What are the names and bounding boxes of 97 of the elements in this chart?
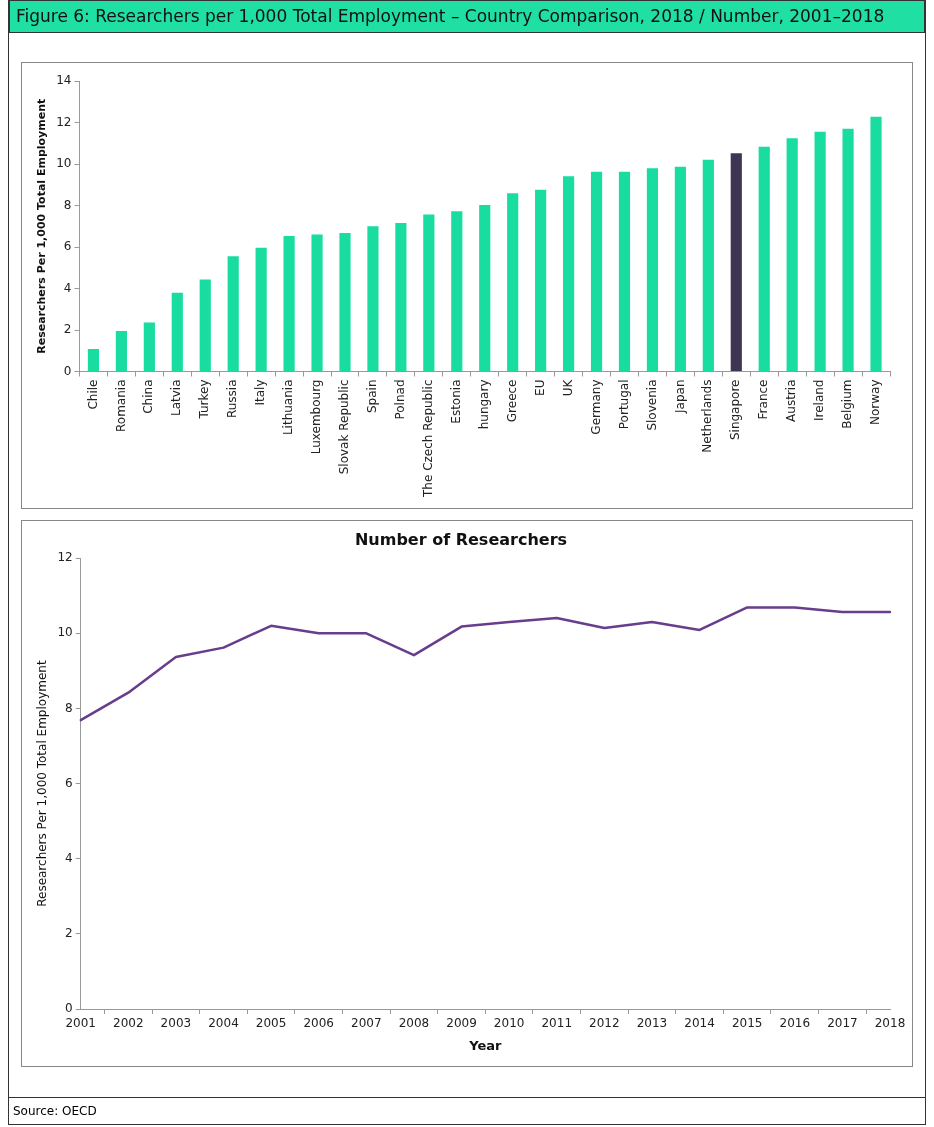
bar	[423, 214, 435, 371]
x-tick-label: 2007	[351, 1016, 382, 1031]
chart-title: Number of Researchers	[354, 529, 568, 549]
y-tick-label: 10	[56, 156, 72, 171]
x-tick-label: Spain	[365, 379, 380, 414]
bar	[674, 166, 686, 371]
x-tick-label: 2008	[398, 1016, 430, 1031]
x-tick-label: Chile	[85, 379, 100, 410]
x-tick-label: 2013	[636, 1016, 668, 1031]
x-tick-label: 2006	[303, 1016, 334, 1031]
x-tick-label: 2003	[160, 1016, 192, 1031]
bar	[702, 159, 714, 371]
x-tick-label: Belgium	[840, 379, 855, 429]
bar	[618, 171, 631, 371]
x-tick-label: Luxembourg	[309, 379, 324, 455]
bar	[730, 153, 742, 371]
bar	[367, 226, 379, 371]
bar	[870, 116, 882, 371]
x-tick-label: 2014	[684, 1016, 715, 1031]
bar	[814, 131, 826, 371]
bar	[786, 138, 798, 371]
bar	[507, 193, 519, 371]
x-tick-label: 2015	[731, 1016, 763, 1031]
y-tick-label: 2	[65, 925, 73, 940]
bar	[283, 236, 295, 371]
bar	[115, 331, 127, 371]
y-tick-label: 12	[56, 114, 72, 129]
x-tick-label: France	[756, 379, 771, 420]
x-tick-label: 2011	[541, 1016, 573, 1031]
bar	[479, 204, 491, 371]
x-tick-label: Germany	[588, 379, 603, 435]
x-tick-label: 2009	[446, 1016, 477, 1031]
bar	[199, 279, 211, 371]
y-tick-label: 12	[57, 550, 73, 565]
x-tick-label: hungary	[476, 379, 491, 430]
chart-title: Figure 6: Researchers per 1,000 Total Employment – Country Comparison, 2018 / Number, 2001–2018	[9, 0, 925, 33]
y-tick-label: 4	[65, 850, 73, 865]
y-tick-label: 8	[63, 197, 72, 212]
x-tick-label: Italy	[253, 379, 268, 406]
bar	[87, 349, 100, 371]
bar	[395, 222, 407, 371]
x-tick-label: Portugal	[616, 379, 631, 430]
y-tick-label: 0	[63, 363, 72, 378]
source-note: Source: OECD	[9, 1097, 925, 1124]
x-tick-label: EU	[532, 379, 547, 396]
bar	[143, 322, 155, 371]
bar	[171, 292, 183, 371]
x-tick-label: 2004	[208, 1016, 239, 1031]
x-tick-label: Greece	[504, 379, 519, 423]
y-axis-title: Researchers Per 1,000 Total Employment	[35, 660, 50, 907]
y-tick-label: 6	[65, 775, 73, 790]
y-tick-label: 4	[63, 280, 72, 295]
x-tick-label: Japan	[672, 379, 687, 414]
y-tick-label: 14	[56, 73, 72, 88]
y-tick-label: 10	[57, 625, 73, 640]
x-tick-label: Slovak Republic	[337, 379, 352, 475]
bar	[590, 171, 603, 371]
bar	[255, 247, 267, 371]
y-axis-title: Researchers Per 1,000 Total Employment	[35, 98, 49, 354]
x-tick-label: Lithuania	[281, 379, 296, 436]
x-tick-label: China	[141, 379, 156, 414]
x-tick-label: Russia	[225, 379, 240, 419]
x-tick-label: Turkey	[197, 379, 212, 420]
x-tick-label: Singapore	[728, 379, 743, 441]
bar	[562, 176, 575, 371]
x-tick-label: Romania	[113, 379, 128, 432]
bar	[311, 234, 323, 371]
bar	[451, 211, 463, 371]
x-tick-label: 2002	[113, 1016, 144, 1031]
x-tick-label: 2017	[827, 1016, 858, 1031]
y-tick-label: 0	[65, 1001, 73, 1016]
y-tick-label: 2	[63, 322, 72, 337]
x-tick-label: Austria	[784, 379, 799, 422]
x-tick-label: Latvia	[169, 379, 184, 417]
x-tick-label: Netherlands	[700, 379, 715, 453]
x-tick-label: Ireland	[812, 379, 827, 422]
bar	[227, 256, 239, 371]
x-tick-label: 2005	[255, 1016, 287, 1031]
bar	[535, 189, 547, 371]
x-tick-label: Norway	[868, 379, 883, 426]
x-tick-label: 2016	[779, 1016, 811, 1031]
x-tick-label: The Czech Republic	[420, 379, 435, 498]
bar	[339, 232, 351, 371]
bar	[842, 128, 854, 371]
y-tick-label: 8	[65, 700, 73, 715]
bar	[646, 168, 659, 371]
x-axis-title: Year	[468, 1037, 503, 1053]
x-tick-label: Polnad	[393, 379, 408, 420]
x-tick-label: 2001	[65, 1016, 96, 1031]
y-tick-label: 6	[63, 239, 72, 254]
x-tick-label: 2012	[589, 1016, 620, 1031]
bar	[758, 146, 770, 371]
x-tick-label: UK	[560, 378, 575, 397]
x-tick-label: Estonia	[448, 379, 463, 424]
x-tick-label: 2010	[493, 1016, 525, 1031]
x-tick-label: 2018	[874, 1016, 906, 1031]
x-tick-label: Slovenia	[644, 379, 659, 431]
